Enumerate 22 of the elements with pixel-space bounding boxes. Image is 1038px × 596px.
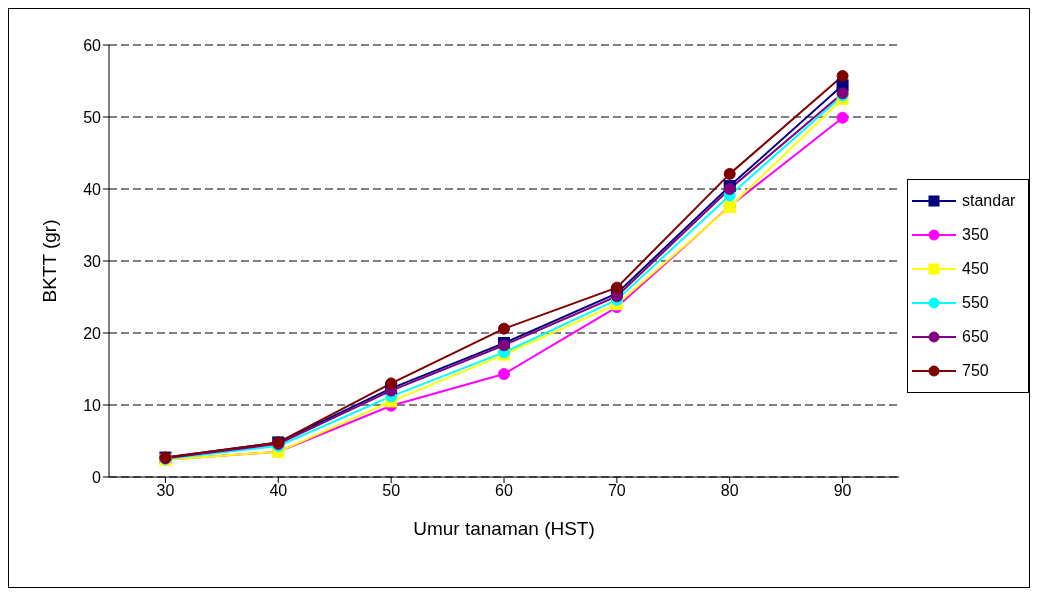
x-axis-title: Umur tanaman (HST) [413,518,595,539]
y-tick-label: 60 [83,36,102,54]
legend-label: 750 [962,362,989,380]
legend-label: 550 [962,294,989,312]
x-tick-label: 60 [495,482,513,500]
y-tick-label: 30 [83,252,102,270]
x-tick-label: 90 [833,482,852,500]
y-tick-label: 40 [83,180,102,198]
x-tick-label: 70 [607,482,626,500]
y-axis-title: BKTT (gr) [38,219,60,303]
y-tick-label: 20 [83,324,102,342]
x-tick-label: 50 [382,482,401,500]
y-tick-label: 50 [83,108,102,126]
x-tick-label: 80 [720,482,739,500]
y-tick-label: 0 [92,468,102,486]
y-tick-label: 10 [83,396,102,414]
x-tick-label: 40 [269,482,288,500]
x-tick-label: 30 [156,482,175,500]
legend-label: 450 [962,260,989,278]
legend-label: standar [962,192,1016,210]
legend-label: 350 [962,226,989,244]
legend-label: 650 [962,328,989,346]
